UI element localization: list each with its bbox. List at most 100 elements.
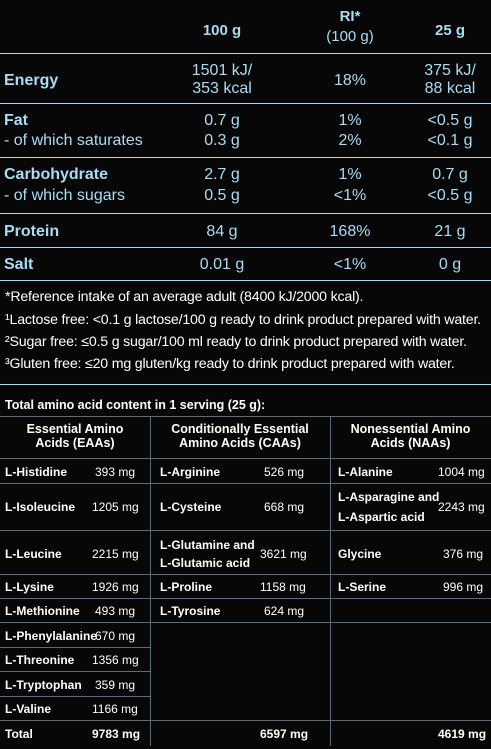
eaa-value: 1356 mg [92, 653, 139, 667]
total-eaa: 9783 mg [92, 727, 141, 741]
row-separator [0, 416, 491, 417]
caa-value: 668 mg [264, 500, 305, 514]
protein-25g: 21 g [434, 223, 466, 240]
protein-100g: 84 g [206, 223, 238, 240]
row-separator [0, 647, 150, 648]
carbohydrate-label: Carbohydrate [4, 166, 109, 183]
caa-name: L-Cysteine [160, 500, 222, 514]
caa-heading-line1: Conditionally Essential [171, 422, 309, 436]
caa-value: 526 mg [264, 465, 305, 479]
saturates-100g: 0.3 g [204, 132, 240, 149]
energy-100g-kj: 1501 kJ/ [191, 62, 253, 79]
protein-ri: 168% [329, 223, 371, 240]
caa-name: L-Proline [160, 580, 213, 594]
row-separator [0, 483, 491, 484]
eaa-value: 2215 mg [92, 547, 139, 561]
protein-label: Protein [4, 223, 60, 240]
eaa-value: 1205 mg [92, 500, 139, 514]
row-separator [0, 720, 491, 721]
row-separator [0, 530, 491, 531]
eaa-value: 393 mg [95, 465, 136, 479]
eaa-heading-line1: Essential Amino [26, 422, 124, 436]
caa-heading-line2: Amino Acids (CAAs) [179, 436, 301, 450]
sugars-ri: <1% [333, 187, 367, 204]
salt-label: Salt [4, 256, 34, 273]
caa-name: L-Tyrosine [160, 604, 221, 618]
saturates-label: - of which saturates [4, 132, 143, 149]
carbohydrate-ri: 1% [338, 166, 362, 183]
row-separator [0, 458, 491, 459]
eaa-name: L-Leucine [5, 547, 62, 561]
divider [0, 103, 491, 104]
naa-name: Glycine [338, 547, 382, 561]
divider [0, 213, 491, 214]
caa-value: 1158 mg [260, 580, 306, 594]
divider [0, 247, 491, 248]
fat-25g: <0.5 g [427, 112, 473, 129]
salt-25g: 0 g [438, 256, 462, 273]
divider [0, 53, 491, 54]
fat-label: Fat [4, 112, 28, 129]
eaa-heading: Essential Amino Acids (EAAs) [0, 422, 150, 450]
energy-25g-kcal: 88 kcal [424, 80, 476, 97]
caa-name-line1: L-Glutamine and [160, 538, 255, 552]
total-label: Total [5, 727, 33, 741]
row-separator [0, 574, 491, 575]
header-ri-sub: (100 g) [326, 28, 374, 45]
footnote-ri: *Reference intake of an average adult (8… [5, 289, 364, 305]
row-separator [0, 598, 491, 599]
caa-name: L-Arginine [160, 465, 220, 479]
eaa-heading-line2: Acids (EAAs) [35, 436, 115, 450]
eaa-name: L-Methionine [5, 604, 80, 618]
naa-name-line2: L-Aspartic acid [338, 510, 425, 524]
salt-100g: 0.01 g [199, 256, 245, 273]
caa-heading: Conditionally Essential Amino Acids (CAA… [150, 422, 330, 450]
amino-title: Total amino acid content in 1 serving (2… [5, 398, 266, 412]
footnote-sugar: ²Sugar free: ≤0.5 g sugar/100 ml ready t… [5, 334, 467, 350]
column-separator [330, 416, 331, 746]
eaa-value: 1166 mg [92, 702, 138, 716]
fat-100g: 0.7 g [204, 112, 240, 129]
divider [0, 157, 491, 158]
naa-value: 376 mg [443, 547, 484, 561]
energy-25g-kj: 375 kJ/ [424, 62, 476, 79]
energy-label: Energy [4, 72, 59, 89]
eaa-value: 493 mg [95, 604, 136, 618]
naa-value: 996 mg [443, 580, 484, 594]
caa-name-line2: L-Glutamic acid [160, 556, 251, 570]
sugars-label: - of which sugars [4, 187, 125, 204]
carbohydrate-100g: 2.7 g [204, 166, 240, 183]
divider [0, 384, 491, 385]
naa-heading-line1: Nonessential Amino [350, 422, 471, 436]
header-ri: RI* [339, 8, 361, 25]
eaa-name: L-Valine [5, 702, 52, 716]
carbohydrate-25g: 0.7 g [432, 166, 468, 183]
eaa-name: L-Histidine [5, 465, 67, 479]
column-separator [150, 416, 151, 746]
total-naa: 4619 mg [438, 727, 487, 741]
fat-ri: 1% [338, 112, 362, 129]
eaa-value: 359 mg [95, 678, 136, 692]
eaa-value: 1926 mg [92, 580, 139, 594]
saturates-25g: <0.1 g [427, 132, 473, 149]
caa-value: 3621 mg [260, 547, 307, 561]
naa-heading: Nonessential Amino Acids (NAAs) [330, 422, 491, 450]
naa-name: L-Alanine [338, 465, 393, 479]
naa-heading-line2: Acids (NAAs) [370, 436, 451, 450]
eaa-name: L-Phenylalanine [5, 629, 98, 643]
caa-value: 624 mg [264, 604, 305, 618]
energy-100g-kcal: 353 kcal [192, 80, 252, 97]
naa-name-line1: L-Asparagine and [338, 490, 440, 504]
eaa-name: L-Tryptophan [5, 678, 82, 692]
header-per-25g: 25 g [434, 22, 465, 39]
header-per-100g: 100 g [202, 22, 242, 39]
eaa-name: L-Isoleucine [5, 500, 76, 514]
divider [0, 280, 491, 281]
eaa-name: L-Lysine [5, 580, 54, 594]
eaa-name: L-Threonine [5, 653, 75, 667]
total-caa: 6597 mg [260, 727, 309, 741]
sugars-100g: 0.5 g [204, 187, 240, 204]
naa-value: 2243 mg [438, 500, 485, 514]
saturates-ri: 2% [338, 132, 362, 149]
row-separator [0, 696, 150, 697]
